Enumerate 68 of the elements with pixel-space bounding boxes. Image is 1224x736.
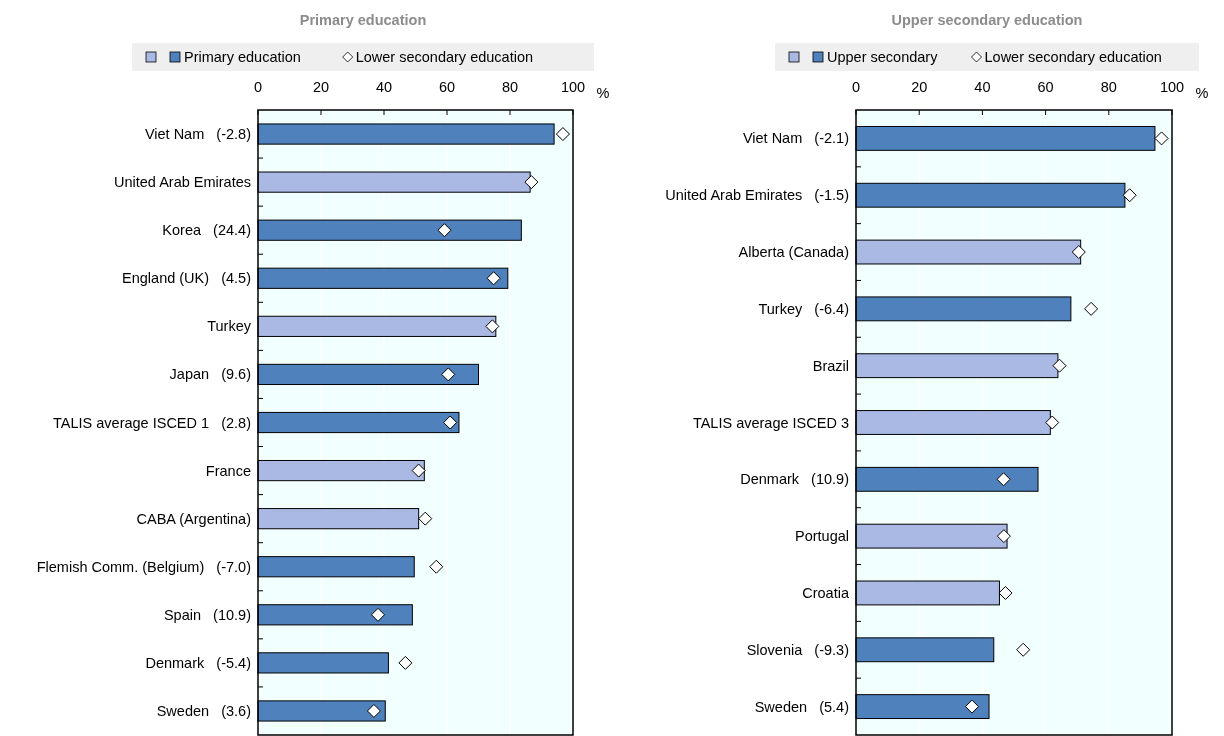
point bbox=[366, 703, 381, 718]
x-tick-label: 80 bbox=[1100, 79, 1117, 95]
y-tick-label: Denmark (-5.4) bbox=[145, 654, 251, 671]
y-tick-label: Alberta (Canada) bbox=[738, 244, 849, 261]
x-tick-label: 0 bbox=[253, 79, 263, 95]
point bbox=[998, 585, 1013, 600]
point bbox=[524, 175, 539, 190]
y-tick-label: Viet Nam (-2.8) bbox=[144, 126, 251, 143]
y-tick-label: Spain (10.9) bbox=[163, 606, 251, 623]
point bbox=[1154, 131, 1169, 146]
y-tick-label: Korea (24.4) bbox=[162, 222, 251, 239]
y-tick-label: Turkey (-6.4) bbox=[758, 300, 849, 317]
y-tick-label: France bbox=[205, 462, 251, 479]
y-tick-label: Viet Nam (-2.1) bbox=[742, 130, 849, 147]
y-tick-label: Slovenia (-9.3) bbox=[746, 641, 849, 658]
point bbox=[996, 472, 1011, 487]
x-tick-label: 40 bbox=[974, 79, 991, 95]
y-tick-label: TALIS average ISCED 3 bbox=[692, 414, 849, 431]
point bbox=[418, 511, 433, 526]
x-tick-label: 20 bbox=[312, 79, 330, 95]
y-tick-label: Japan (9.6) bbox=[169, 366, 251, 383]
legend-label: Primary education bbox=[184, 49, 301, 65]
point bbox=[1084, 301, 1099, 316]
point bbox=[441, 367, 456, 382]
point bbox=[996, 529, 1011, 544]
point bbox=[555, 127, 570, 142]
point bbox=[1071, 245, 1086, 260]
y-tick-label: Sweden (3.6) bbox=[156, 702, 251, 719]
point bbox=[1016, 642, 1031, 657]
y-tick-label: United Arab Emirates (-1.5) bbox=[665, 187, 849, 204]
legend-label: Lower secondary education bbox=[355, 49, 534, 65]
chart-title: Upper secondary education bbox=[891, 12, 1083, 28]
point bbox=[485, 319, 500, 334]
y-tick-label: TALIS average ISCED 1 (2.8) bbox=[53, 414, 251, 431]
point bbox=[429, 559, 444, 574]
x-tick-label: 20 bbox=[911, 79, 928, 95]
x-tick-label: 60 bbox=[438, 79, 456, 95]
y-tick-label: Croatia bbox=[802, 584, 850, 601]
y-tick-label: Denmark (10.9) bbox=[740, 471, 849, 488]
legend-label: Upper secondary bbox=[827, 49, 939, 65]
x-tick-label: 80 bbox=[501, 79, 519, 95]
y-tick-label: CABA (Argentina) bbox=[136, 510, 251, 527]
x-tick-label: 40 bbox=[375, 79, 393, 95]
y-tick-label: Turkey bbox=[207, 318, 252, 335]
legend-label: Lower secondary education bbox=[984, 49, 1162, 65]
x-tick-label: 100 bbox=[560, 79, 586, 95]
point bbox=[1122, 188, 1137, 203]
y-tick-label: United Arab Emirates bbox=[113, 174, 251, 191]
point bbox=[1052, 358, 1067, 373]
y-tick-label: Sweden (5.4) bbox=[754, 698, 849, 715]
chart-title: Primary education bbox=[299, 12, 427, 28]
point bbox=[486, 271, 501, 286]
point bbox=[1045, 415, 1060, 430]
point bbox=[398, 655, 413, 670]
y-tick-label: Portugal bbox=[794, 528, 849, 545]
x-tick-label: 0 bbox=[851, 79, 861, 95]
y-tick-label: England (UK) (4.5) bbox=[122, 270, 251, 287]
point bbox=[443, 415, 458, 430]
x-tick-label: 60 bbox=[1037, 79, 1054, 95]
point bbox=[411, 463, 426, 478]
point bbox=[964, 699, 979, 714]
x-axis-title: % bbox=[596, 85, 610, 101]
point bbox=[371, 607, 386, 622]
y-tick-label: Flemish Comm. (Belgium) (-7.0) bbox=[36, 558, 251, 575]
point bbox=[437, 223, 452, 238]
x-axis-title: % bbox=[1195, 85, 1209, 101]
y-tick-label: Brazil bbox=[812, 357, 849, 374]
x-tick-label: 100 bbox=[1159, 79, 1185, 95]
